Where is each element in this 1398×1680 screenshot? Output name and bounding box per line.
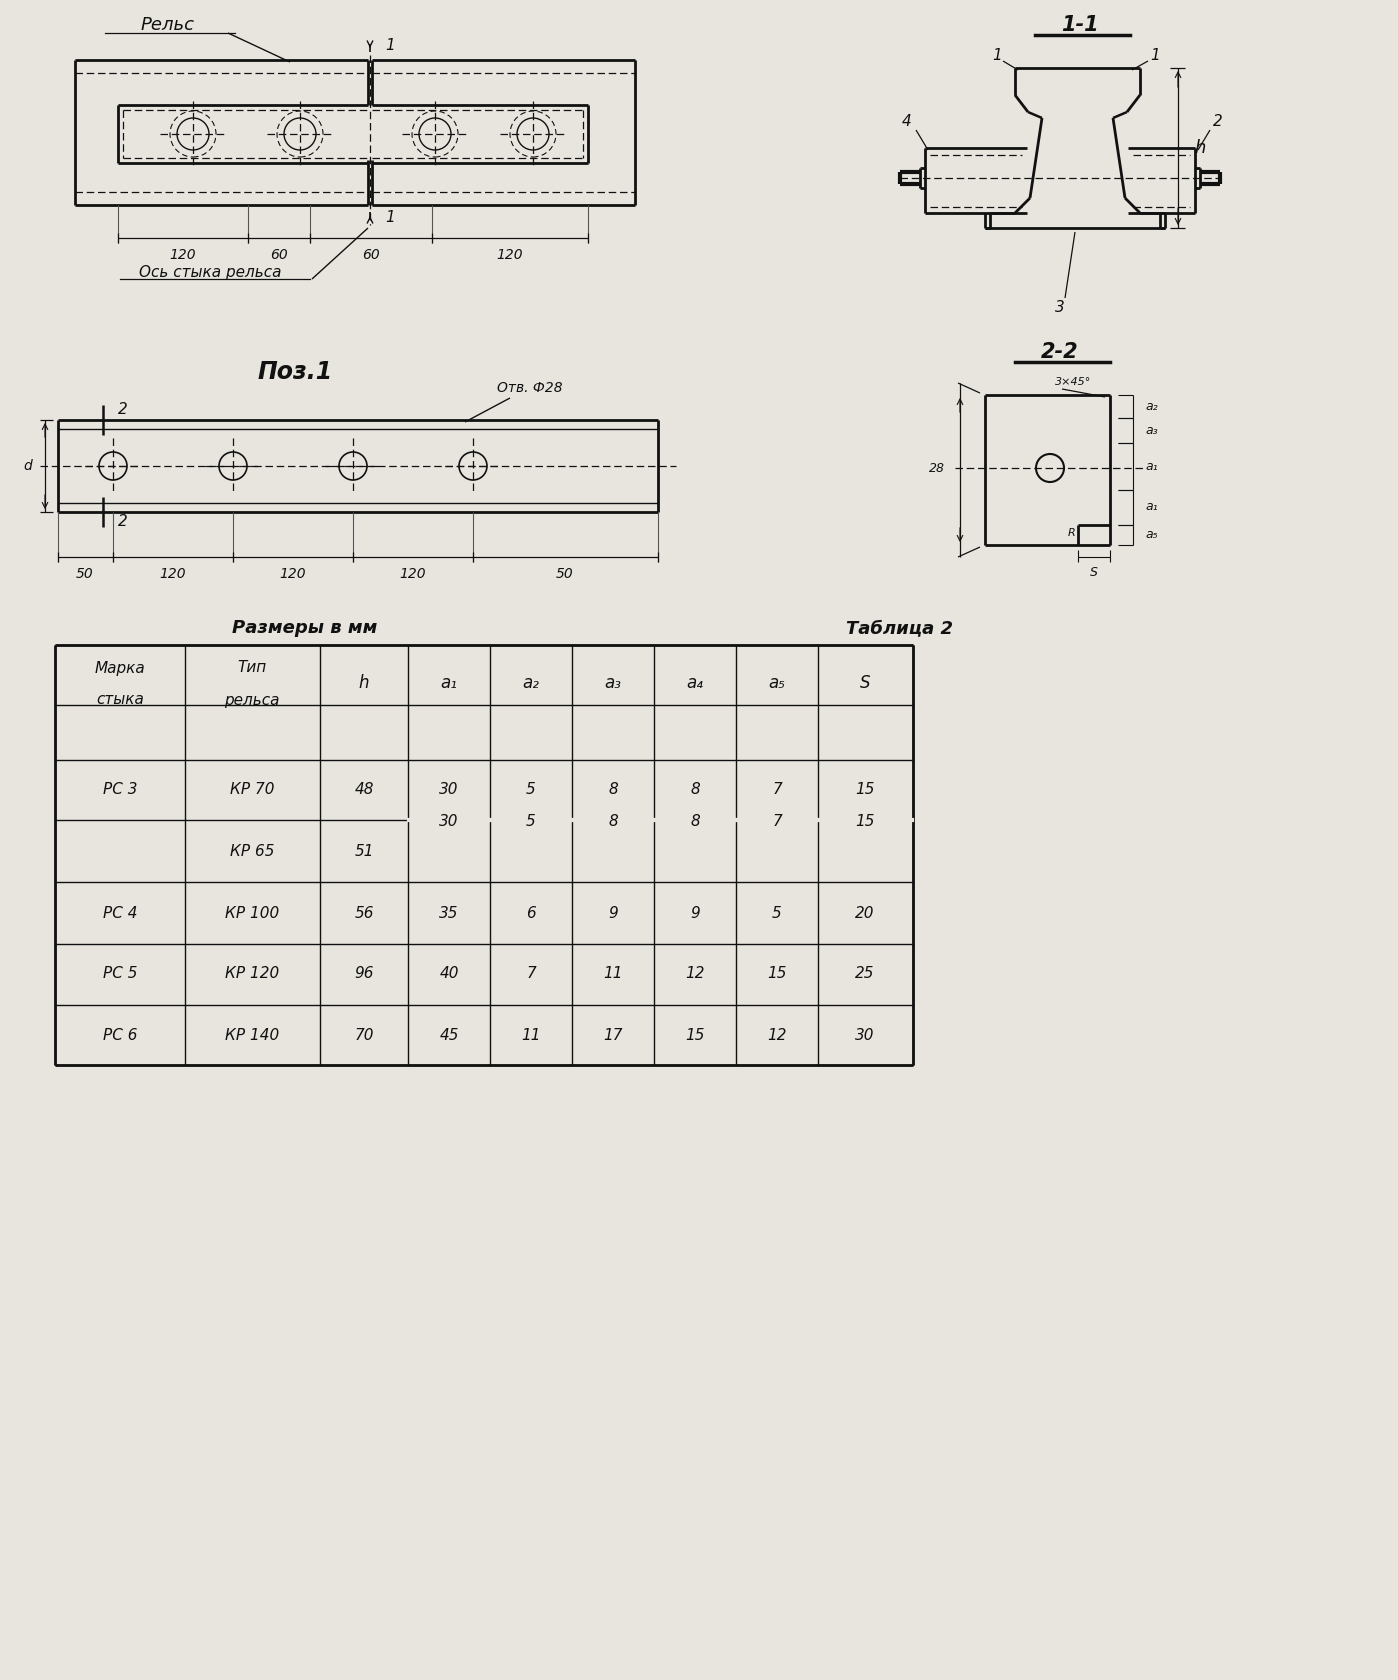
Text: 20: 20 bbox=[856, 906, 875, 921]
Text: a₃: a₃ bbox=[1145, 423, 1158, 437]
Text: 7: 7 bbox=[772, 783, 781, 798]
Text: h: h bbox=[1194, 139, 1205, 156]
Text: 120: 120 bbox=[159, 566, 186, 581]
Text: a₁: a₁ bbox=[440, 674, 457, 692]
Text: 2-2: 2-2 bbox=[1042, 343, 1079, 361]
Text: a₁: a₁ bbox=[1145, 501, 1158, 514]
Text: a₄: a₄ bbox=[686, 674, 703, 692]
Text: 2: 2 bbox=[117, 514, 127, 529]
Text: S: S bbox=[1090, 566, 1097, 578]
Text: 3: 3 bbox=[1055, 301, 1065, 316]
Text: 30: 30 bbox=[439, 813, 459, 828]
Text: 120: 120 bbox=[400, 566, 426, 581]
Text: 6: 6 bbox=[526, 906, 535, 921]
Text: 9: 9 bbox=[608, 906, 618, 921]
Text: a₅: a₅ bbox=[1145, 529, 1158, 541]
Text: 12: 12 bbox=[685, 966, 705, 981]
Text: a₃: a₃ bbox=[604, 674, 622, 692]
Text: a₂: a₂ bbox=[1145, 400, 1158, 413]
Text: 35: 35 bbox=[439, 906, 459, 921]
Text: 1: 1 bbox=[993, 47, 1002, 62]
Text: Размеры в мм: Размеры в мм bbox=[232, 618, 377, 637]
Text: 120: 120 bbox=[496, 249, 523, 262]
Text: 70: 70 bbox=[354, 1028, 373, 1043]
Text: Тип: Тип bbox=[238, 660, 267, 675]
Text: d: d bbox=[24, 459, 32, 474]
Text: 8: 8 bbox=[608, 783, 618, 798]
Text: 3×45°: 3×45° bbox=[1055, 376, 1092, 386]
Text: 8: 8 bbox=[691, 813, 700, 828]
Text: Марка: Марка bbox=[95, 660, 145, 675]
Text: 11: 11 bbox=[604, 966, 622, 981]
Text: 8: 8 bbox=[691, 783, 700, 798]
Text: a₂: a₂ bbox=[523, 674, 540, 692]
Text: 15: 15 bbox=[856, 783, 875, 798]
Text: КР 100: КР 100 bbox=[225, 906, 280, 921]
Text: a₁: a₁ bbox=[1145, 460, 1158, 472]
Text: 15: 15 bbox=[856, 813, 875, 828]
Text: R: R bbox=[1068, 528, 1076, 538]
Text: 30: 30 bbox=[439, 783, 459, 798]
Text: 120: 120 bbox=[169, 249, 196, 262]
Text: 48: 48 bbox=[354, 783, 373, 798]
Text: 30: 30 bbox=[856, 1028, 875, 1043]
Text: 2: 2 bbox=[117, 403, 127, 418]
Text: 60: 60 bbox=[270, 249, 288, 262]
Text: КР 120: КР 120 bbox=[225, 966, 280, 981]
Text: КР 140: КР 140 bbox=[225, 1028, 280, 1043]
Text: 96: 96 bbox=[354, 966, 373, 981]
Text: 15: 15 bbox=[768, 966, 787, 981]
Text: 5: 5 bbox=[526, 783, 535, 798]
Text: 50: 50 bbox=[556, 566, 573, 581]
Text: 50: 50 bbox=[75, 566, 94, 581]
Text: 17: 17 bbox=[604, 1028, 622, 1043]
Text: Поз.1: Поз.1 bbox=[257, 360, 333, 385]
Text: S: S bbox=[860, 674, 870, 692]
Text: 1: 1 bbox=[384, 37, 394, 52]
Text: 5: 5 bbox=[772, 906, 781, 921]
Text: РС 5: РС 5 bbox=[102, 966, 137, 981]
Text: рельса: рельса bbox=[224, 692, 280, 707]
Text: Рельс: Рельс bbox=[141, 17, 194, 34]
Text: стыка: стыка bbox=[96, 692, 144, 707]
Text: 4: 4 bbox=[902, 114, 911, 129]
Text: Ось стыка рельса: Ось стыка рельса bbox=[138, 264, 281, 279]
Text: a₅: a₅ bbox=[769, 674, 786, 692]
Text: Отв. Ф28: Отв. Ф28 bbox=[498, 381, 563, 395]
Text: 8: 8 bbox=[608, 813, 618, 828]
Text: 1-1: 1-1 bbox=[1061, 15, 1099, 35]
Text: 2: 2 bbox=[1213, 114, 1223, 129]
Text: 5: 5 bbox=[526, 813, 535, 828]
Text: 15: 15 bbox=[685, 1028, 705, 1043]
Text: 120: 120 bbox=[280, 566, 306, 581]
Text: 40: 40 bbox=[439, 966, 459, 981]
Text: Таблица 2: Таблица 2 bbox=[847, 618, 953, 637]
Text: РС 6: РС 6 bbox=[102, 1028, 137, 1043]
Text: 1: 1 bbox=[1151, 47, 1160, 62]
Text: КР 70: КР 70 bbox=[229, 783, 274, 798]
Text: 9: 9 bbox=[691, 906, 700, 921]
Text: РС 3: РС 3 bbox=[102, 783, 137, 798]
Text: 60: 60 bbox=[362, 249, 380, 262]
Text: 45: 45 bbox=[439, 1028, 459, 1043]
Text: 12: 12 bbox=[768, 1028, 787, 1043]
Text: 51: 51 bbox=[354, 843, 373, 858]
Text: 28: 28 bbox=[930, 462, 945, 474]
Text: h: h bbox=[359, 674, 369, 692]
Text: 7: 7 bbox=[772, 813, 781, 828]
Text: КР 65: КР 65 bbox=[229, 843, 274, 858]
Text: 1: 1 bbox=[384, 210, 394, 225]
Text: 7: 7 bbox=[526, 966, 535, 981]
Text: 25: 25 bbox=[856, 966, 875, 981]
Text: 56: 56 bbox=[354, 906, 373, 921]
Text: РС 4: РС 4 bbox=[102, 906, 137, 921]
Text: 11: 11 bbox=[521, 1028, 541, 1043]
